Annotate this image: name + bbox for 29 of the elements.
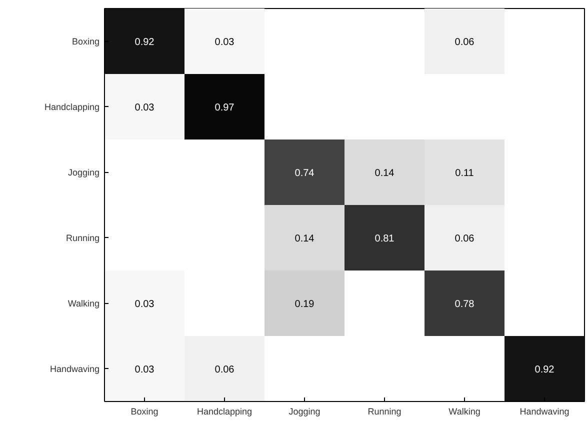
data-label: 0.03 bbox=[214, 36, 235, 48]
data-label: 0.03 bbox=[134, 364, 155, 376]
data-label: 0.06 bbox=[454, 36, 475, 48]
data-label: 0.14 bbox=[294, 233, 315, 244]
data-label: 0.97 bbox=[214, 102, 235, 114]
data-label: 0.14 bbox=[374, 168, 395, 179]
x-tick-label: Boxing bbox=[130, 406, 158, 416]
data-label: 0.06 bbox=[454, 233, 475, 244]
y-tick-label: Walking bbox=[68, 298, 100, 308]
y-tick-label: Handwaving bbox=[50, 364, 100, 374]
x-tick-label: Running bbox=[368, 406, 402, 416]
y-tick-label: Handclapping bbox=[44, 102, 100, 112]
data-label: 0.92 bbox=[134, 36, 155, 48]
data-label: 0.78 bbox=[454, 298, 475, 310]
data-label: 0.74 bbox=[294, 168, 315, 179]
x-tick-label: Handclapping bbox=[196, 406, 252, 416]
data-label: 0.81 bbox=[374, 233, 395, 244]
data-label: 0.92 bbox=[534, 364, 555, 376]
data-label: 0.03 bbox=[134, 298, 155, 310]
y-tick-label: Running bbox=[66, 232, 100, 243]
x-tick-label: Walking bbox=[448, 406, 480, 416]
y-tick-label: Boxing bbox=[72, 36, 100, 46]
x-tick-label: Handwaving bbox=[520, 406, 570, 416]
data-label: 0.06 bbox=[214, 364, 235, 376]
data-label: 0.03 bbox=[134, 102, 155, 114]
data-label: 0.11 bbox=[455, 168, 474, 179]
data-label: 0.19 bbox=[294, 298, 315, 310]
y-tick-label: Jogging bbox=[68, 167, 100, 178]
x-tick-label: Jogging bbox=[288, 406, 320, 416]
